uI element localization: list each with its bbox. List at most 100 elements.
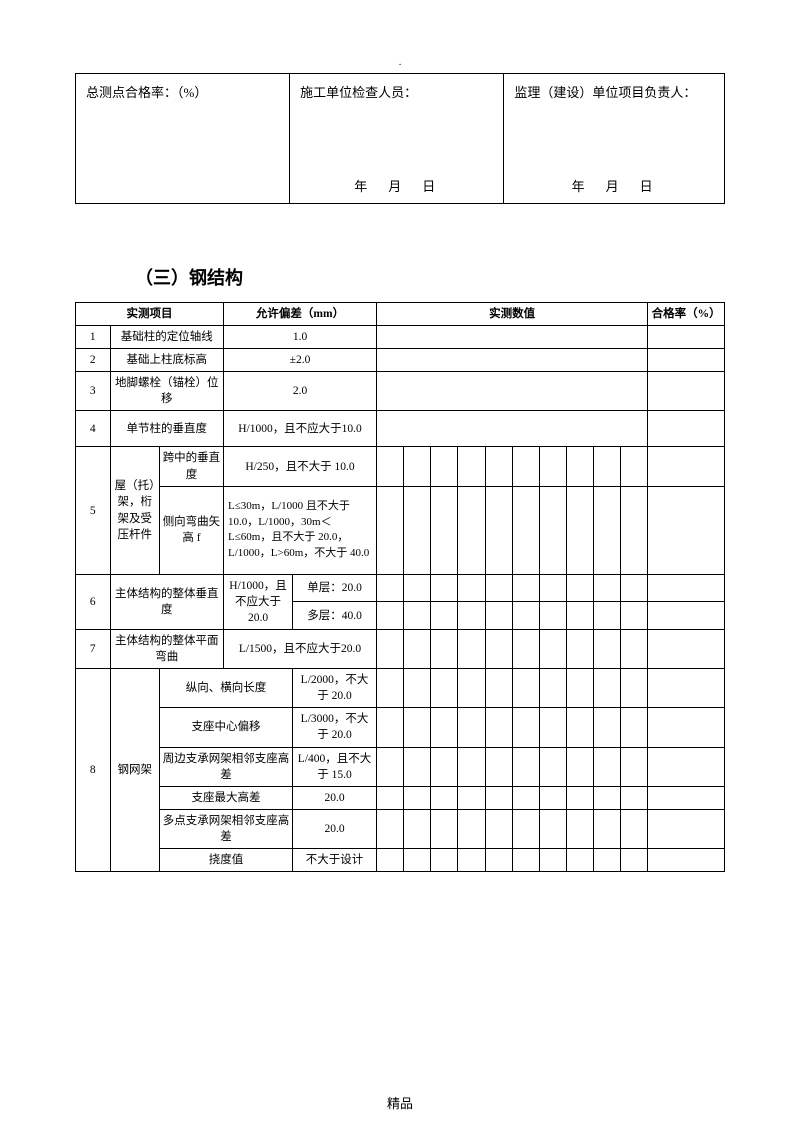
- row-8a: 8 钢网架 纵向、横向长度 L/2000，不大于 20.0: [76, 669, 725, 708]
- top-dot: ·: [75, 60, 725, 71]
- c: [431, 486, 458, 574]
- sig-supervisor-label: 监理（建设）单位项目负责人：: [514, 82, 714, 101]
- r3-name: 地脚螺栓（锚栓）位移: [110, 372, 223, 411]
- c: [539, 669, 566, 708]
- r7-rate: [648, 629, 725, 668]
- c: [485, 786, 512, 809]
- c: [512, 747, 539, 786]
- c: [621, 447, 648, 486]
- c: [404, 447, 431, 486]
- r3-no: 3: [76, 372, 111, 411]
- c: [431, 574, 458, 602]
- c: [404, 747, 431, 786]
- c: [621, 669, 648, 708]
- c: [621, 809, 648, 848]
- c: [458, 602, 485, 630]
- c: [594, 848, 621, 871]
- c: [566, 629, 593, 668]
- c: [539, 629, 566, 668]
- c: [404, 486, 431, 574]
- c: [458, 786, 485, 809]
- c: [512, 574, 539, 602]
- r6-tolR1: 单层：20.0: [293, 574, 377, 602]
- row-3: 3 地脚螺栓（锚栓）位移 2.0: [76, 372, 725, 411]
- r8-t2: L/3000，不大于 20.0: [293, 708, 377, 747]
- c: [539, 602, 566, 630]
- c: [404, 708, 431, 747]
- r8-no: 8: [76, 669, 111, 872]
- r8-s5: 多点支承网架相邻支座高差: [159, 809, 292, 848]
- r8-s2: 支座中心偏移: [159, 708, 292, 747]
- c: [566, 574, 593, 602]
- c: [566, 747, 593, 786]
- c: [539, 447, 566, 486]
- c: [377, 848, 404, 871]
- c: [621, 708, 648, 747]
- r2-tol: ±2.0: [224, 349, 377, 372]
- r6a-rate: [648, 574, 725, 602]
- r5-tol1: H/250，且不大于 10.0: [224, 447, 377, 486]
- c: [621, 486, 648, 574]
- c: [594, 708, 621, 747]
- c: [566, 708, 593, 747]
- row-8f: 挠度值 不大于设计: [76, 848, 725, 871]
- r5a-rate: [648, 447, 725, 486]
- r1-meas: [377, 326, 648, 349]
- c: [539, 708, 566, 747]
- c: [485, 809, 512, 848]
- c: [458, 629, 485, 668]
- c: [594, 629, 621, 668]
- row-6a: 6 主体结构的整体垂直度 H/1000，且不应大于 20.0 单层：20.0: [76, 574, 725, 602]
- r7-name: 主体结构的整体平面弯曲: [110, 629, 223, 668]
- r3-meas: [377, 372, 648, 411]
- c: [566, 447, 593, 486]
- c: [485, 486, 512, 574]
- c: [431, 747, 458, 786]
- c: [621, 786, 648, 809]
- c: [458, 708, 485, 747]
- c: [539, 574, 566, 602]
- c: [485, 447, 512, 486]
- c: [594, 786, 621, 809]
- r4-rate: [648, 411, 725, 447]
- c: [512, 602, 539, 630]
- c: [485, 708, 512, 747]
- c: [539, 747, 566, 786]
- c: [458, 486, 485, 574]
- sig-pass-rate-label: 总测点合格率：（%）: [86, 82, 279, 101]
- c: [404, 786, 431, 809]
- r2-no: 2: [76, 349, 111, 372]
- c: [512, 669, 539, 708]
- c: [566, 602, 593, 630]
- row-8e: 多点支承网架相邻支座高差 20.0: [76, 809, 725, 848]
- c: [485, 669, 512, 708]
- c: [431, 786, 458, 809]
- r3-rate: [648, 372, 725, 411]
- sig-inspector-label: 施工单位检查人员：: [300, 82, 493, 101]
- footer-text: 精品: [0, 1093, 800, 1112]
- r8f-rate: [648, 848, 725, 871]
- c: [512, 848, 539, 871]
- c: [404, 574, 431, 602]
- steel-structure-table: 实测项目 允许偏差（mm） 实测数值 合格率（%） 1 基础柱的定位轴线 1.0…: [75, 302, 725, 872]
- c: [377, 486, 404, 574]
- c: [566, 669, 593, 708]
- c: [512, 809, 539, 848]
- c: [431, 602, 458, 630]
- c: [458, 574, 485, 602]
- c: [485, 848, 512, 871]
- r8-t1: L/2000，不大于 20.0: [293, 669, 377, 708]
- c: [431, 848, 458, 871]
- c: [377, 669, 404, 708]
- c: [594, 574, 621, 602]
- c: [539, 486, 566, 574]
- c: [431, 447, 458, 486]
- c: [377, 747, 404, 786]
- r5-sub2: 侧向弯曲矢高 f: [159, 486, 223, 574]
- r2-rate: [648, 349, 725, 372]
- section-title: （三）钢结构: [135, 264, 725, 290]
- r8-group: 钢网架: [110, 669, 159, 872]
- c: [566, 486, 593, 574]
- signature-table: 总测点合格率：（%） 施工单位检查人员： 年 月 日 监理（建设）单位项目负责人…: [75, 73, 725, 204]
- r8-s6: 挠度值: [159, 848, 292, 871]
